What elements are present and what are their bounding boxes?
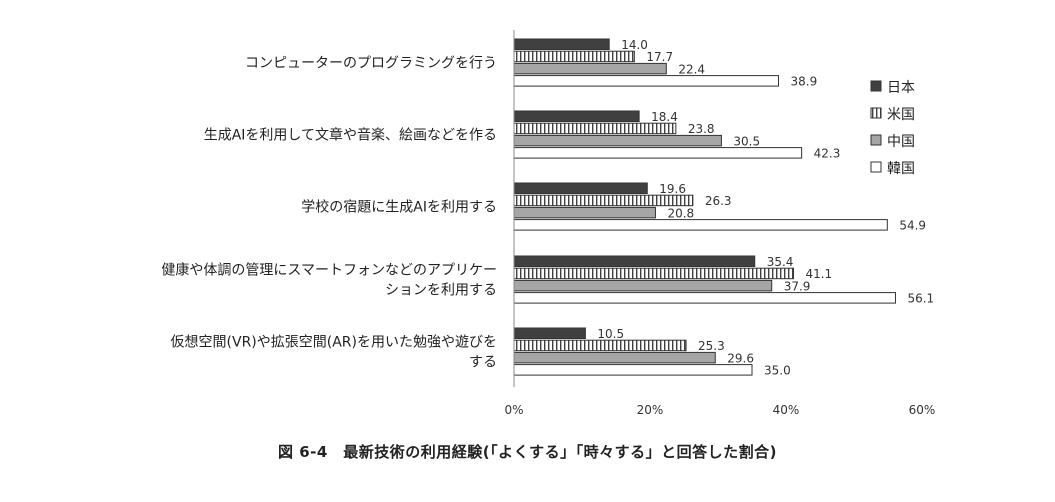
data-label: 54.9 [899,219,926,233]
category-labels: コンピューターのプログラミングを行う生成AIを利用して文章や音楽、絵画などを作る… [161,56,497,371]
bar [513,62,667,75]
data-label: 37.9 [784,279,811,293]
bar [513,364,753,376]
legend-swatch [870,107,882,119]
bar [513,292,896,304]
legend-label: 日本 [887,80,915,96]
data-label: 18.4 [651,110,678,124]
x-axis: 0% 20% 40% 60% [504,30,935,417]
legend-label: 韓国 [887,161,915,177]
bar [513,194,694,207]
x-tick-label: 40% [773,403,800,417]
legend-swatch [870,134,882,146]
bar [513,279,773,292]
bar [513,206,656,219]
data-label: 38.9 [791,75,818,89]
category-label: 健康や体調の管理にスマートフォンなどのアプリケー [161,262,497,279]
data-label: 29.6 [727,351,754,365]
data-label: 56.1 [907,292,934,306]
data-label: 30.5 [733,134,760,148]
x-tick-label: 20% [637,403,664,417]
category-label: 生成AIを利用して文章や音楽、絵画などを作る [204,127,497,144]
data-label: 20.8 [667,206,694,220]
data-label: 22.4 [678,62,705,76]
figure-caption: 図 6-4 最新技術の利用経験(「よくする」「時々する」と回答した割合) [277,443,778,461]
bar [513,351,716,364]
bars [513,38,896,376]
legend-label: 米国 [887,107,915,123]
data-label: 35.0 [764,364,791,378]
bar [513,182,648,194]
bar [513,255,756,267]
category-label: 学校の宿題に生成AIを利用する [301,199,497,216]
data-label: 17.7 [646,50,673,64]
data-label: 10.5 [597,327,624,341]
category-label: する [469,355,497,371]
category-label: コンピューターのプログラミングを行う [245,56,497,72]
data-label: 25.3 [698,339,725,353]
bar [513,134,722,147]
category-label: ションを利用する [385,283,497,299]
bar-chart: コンピューターのプログラミングを行う生成AIを利用して文章や音楽、絵画などを作る… [161,30,935,417]
bar [513,339,687,352]
bar [513,50,635,63]
data-label: 26.3 [705,194,732,208]
bar [513,122,677,135]
bar [513,267,794,280]
data-label: 14.0 [621,38,648,52]
bar [513,147,803,159]
value-labels: 14.017.7 22.4 38.9 18.4 23.8 30.5 42.3 19.6 26.3… [597,38,934,378]
bar [513,110,640,122]
data-label: 41.1 [805,267,832,281]
bar [513,327,586,339]
x-tick-label: 60% [909,403,936,417]
data-label: 23.8 [688,122,715,136]
bar [513,75,780,87]
data-label: 35.4 [767,255,794,269]
category-label: 仮想空間(VR)や拡張空間(AR)を用いた勉強や遊びを [171,335,497,351]
legend-label: 中国 [887,134,915,150]
legend-swatch [870,161,882,173]
bar [513,219,888,231]
x-tick-label: 0% [504,403,523,417]
data-label: 19.6 [659,182,686,196]
bar [513,38,610,50]
data-label: 42.3 [814,147,841,161]
legend-swatch [870,80,882,92]
